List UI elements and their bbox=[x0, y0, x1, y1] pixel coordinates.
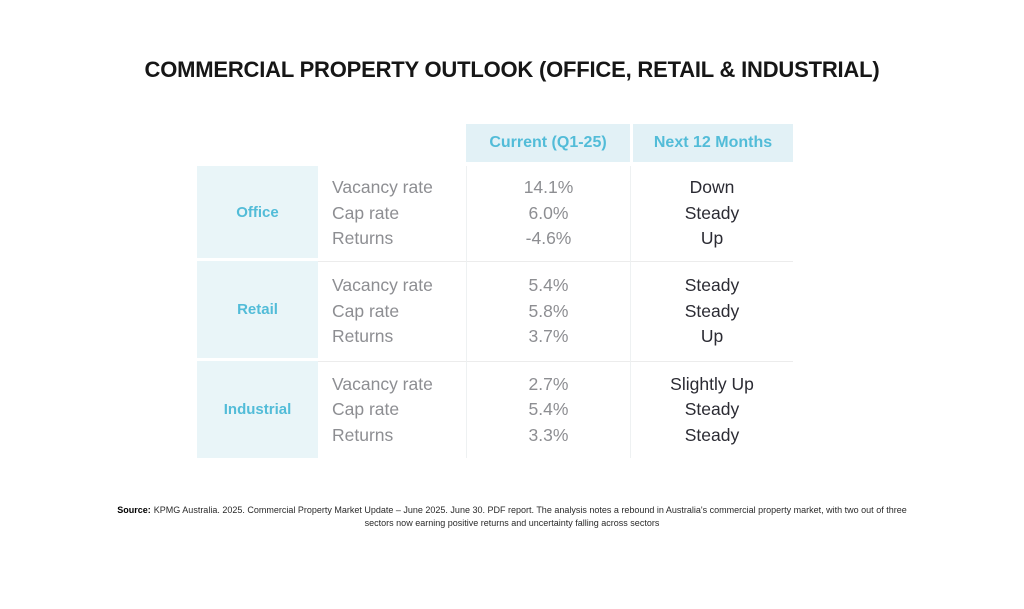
next-value: Steady bbox=[684, 202, 740, 223]
current-value: 5.8% bbox=[528, 300, 569, 321]
next-values-industrial: Slightly Up Steady Steady bbox=[630, 361, 793, 458]
next-value: Steady bbox=[684, 424, 740, 445]
metric-label: Vacancy rate bbox=[332, 177, 433, 198]
next-value: Steady bbox=[684, 399, 740, 420]
sector-label-retail: Retail bbox=[197, 261, 318, 361]
metric-label: Returns bbox=[332, 228, 394, 249]
next-value: Slightly Up bbox=[670, 373, 754, 394]
metric-label: Cap rate bbox=[332, 202, 400, 223]
metric-labels-retail: Vacancy rate Cap rate Returns bbox=[318, 261, 466, 361]
metric-label: Returns bbox=[332, 424, 394, 445]
next-value: Steady bbox=[684, 300, 740, 321]
source-label: Source: bbox=[117, 505, 151, 515]
column-header-next-12-months: Next 12 Months bbox=[630, 124, 793, 162]
source-note: Source: KPMG Australia. 2025. Commercial … bbox=[117, 504, 907, 529]
next-value: Up bbox=[700, 326, 724, 347]
property-outlook-table: Current (Q1-25) Next 12 Months Office Va… bbox=[197, 124, 793, 458]
current-values-industrial: 2.7% 5.4% 3.3% bbox=[466, 361, 630, 458]
current-value: 5.4% bbox=[528, 275, 569, 296]
current-value: 3.7% bbox=[528, 326, 569, 347]
metric-labels-office: Vacancy rate Cap rate Returns bbox=[318, 166, 466, 261]
metric-label: Vacancy rate bbox=[332, 373, 433, 394]
next-value: Steady bbox=[684, 275, 740, 296]
column-header-current: Current (Q1-25) bbox=[466, 124, 630, 162]
current-value: -4.6% bbox=[525, 228, 572, 249]
metric-label: Cap rate bbox=[332, 399, 400, 420]
current-value: 2.7% bbox=[528, 373, 569, 394]
current-values-office: 14.1% 6.0% -4.6% bbox=[466, 166, 630, 261]
current-value: 5.4% bbox=[528, 399, 569, 420]
next-values-retail: Steady Steady Up bbox=[630, 261, 793, 361]
next-values-office: Down Steady Up bbox=[630, 166, 793, 261]
metric-labels-industrial: Vacancy rate Cap rate Returns bbox=[318, 361, 466, 458]
source-text: KPMG Australia. 2025. Commercial Propert… bbox=[153, 505, 907, 528]
metric-label: Returns bbox=[332, 326, 394, 347]
current-value: 3.3% bbox=[528, 424, 569, 445]
sector-label-office: Office bbox=[197, 166, 318, 261]
current-value: 6.0% bbox=[528, 202, 569, 223]
next-value: Up bbox=[700, 228, 724, 249]
current-value: 14.1% bbox=[523, 177, 574, 198]
next-value: Down bbox=[689, 177, 735, 198]
page-title: COMMERCIAL PROPERTY OUTLOOK (OFFICE, RET… bbox=[144, 57, 880, 82]
metric-label: Cap rate bbox=[332, 300, 400, 321]
sector-label-industrial: Industrial bbox=[197, 361, 318, 458]
metric-label: Vacancy rate bbox=[332, 275, 433, 296]
current-values-retail: 5.4% 5.8% 3.7% bbox=[466, 261, 630, 361]
